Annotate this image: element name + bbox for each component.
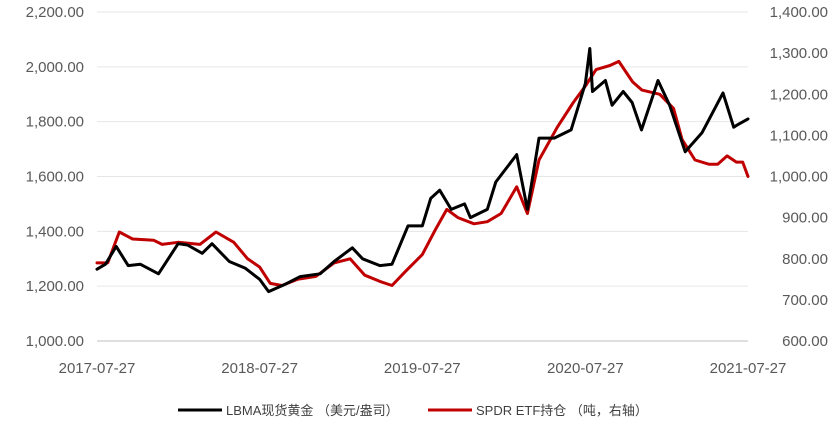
right-y-tick-label: 900.00 <box>782 210 828 227</box>
gold-price-line <box>95 47 750 294</box>
x-tick-label: 2021-07-27 <box>710 360 787 377</box>
right-y-axis-ticks: 600.00 700.00 800.00 900.00 1,000.00 1,100.00… <box>770 4 828 350</box>
right-y-tick-label: 700.00 <box>782 292 828 309</box>
right-y-tick-label: 1,300.00 <box>770 45 828 62</box>
legend-label: SPDR ETF持仓 （吨，右轴） <box>476 403 648 418</box>
left-y-tick-label: 2,200.00 <box>26 4 84 21</box>
right-y-tick-label: 1,400.00 <box>770 4 828 21</box>
left-y-tick-label: 1,200.00 <box>26 278 84 295</box>
left-y-tick-label: 1,800.00 <box>26 114 84 131</box>
gridlines <box>97 11 748 342</box>
left-y-tick-label: 1,400.00 <box>26 223 84 240</box>
left-y-tick-label: 1,600.00 <box>26 169 84 186</box>
left-y-axis-ticks: 1,000.00 1,200.00 1,400.00 1,600.00 1,800.00… <box>26 4 84 350</box>
x-tick-label: 2020-07-27 <box>547 360 624 377</box>
legend: LBMA现货黄金 （美元/盎司） SPDR ETF持仓 （吨，右轴） <box>178 403 648 418</box>
x-tick-label: 2017-07-27 <box>59 360 136 377</box>
x-tick-label: 2019-07-27 <box>384 360 461 377</box>
left-y-tick-label: 1,000.00 <box>26 333 84 350</box>
right-y-tick-label: 800.00 <box>782 251 828 268</box>
x-tick-label: 2018-07-27 <box>221 360 298 377</box>
right-y-tick-label: 1,100.00 <box>770 127 828 144</box>
spdr-holdings-line <box>95 59 750 287</box>
legend-label: LBMA现货黄金 （美元/盎司） <box>226 403 399 418</box>
right-y-tick-label: 1,200.00 <box>770 86 828 103</box>
right-y-tick-label: 600.00 <box>782 333 828 350</box>
left-y-tick-label: 2,000.00 <box>26 59 84 76</box>
x-axis: 2017-07-27 2018-07-27 2019-07-27 2020-07-27… <box>59 360 787 377</box>
series-lines <box>95 47 750 294</box>
right-y-tick-label: 1,000.00 <box>770 169 828 186</box>
